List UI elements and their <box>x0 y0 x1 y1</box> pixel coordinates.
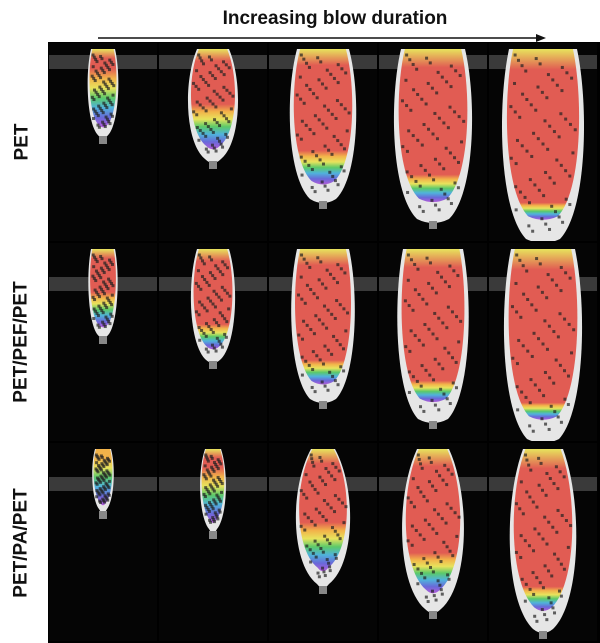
row-label-pet-pef-pet: PET/PEF/PET <box>11 281 33 403</box>
preform-photo <box>489 43 597 241</box>
figure-title: Increasing blow duration <box>222 8 448 29</box>
preform-photo <box>379 243 487 441</box>
preform-photo <box>489 443 597 641</box>
preform-photo <box>379 443 487 641</box>
row-label-pet-pa-pet: PET/PA/PET <box>11 487 33 598</box>
figure-header: Increasing blow duration <box>0 0 600 42</box>
preform-photo <box>159 243 267 441</box>
preform-photo <box>269 43 377 241</box>
arrow-right-icon <box>98 34 546 42</box>
preform-photo <box>159 43 267 241</box>
preform-photo <box>49 443 157 641</box>
photo-grid <box>48 42 600 643</box>
preform-photo <box>49 43 157 241</box>
preform-photo <box>379 43 487 241</box>
preform-photo <box>269 243 377 441</box>
row-label-pet: PET <box>10 123 32 161</box>
preform-photo <box>49 243 157 441</box>
preform-photo <box>489 243 597 441</box>
preform-photo <box>269 443 377 641</box>
preform-photo <box>159 443 267 641</box>
